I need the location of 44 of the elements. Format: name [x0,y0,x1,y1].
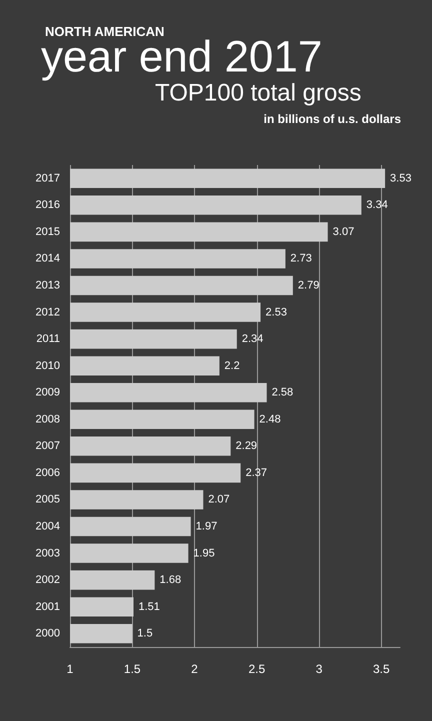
data-label: 1.97 [196,520,218,532]
data-label: 2.48 [259,413,281,426]
y-tick-label: 2005 [36,494,60,506]
y-tick-label: 2017 [36,172,60,184]
data-label: 3.53 [390,172,412,184]
y-tick-label: 2015 [36,226,60,238]
y-tick-label: 2006 [36,466,60,479]
y-tick-label: 2013 [36,280,60,292]
y-tick-label: 2011 [36,333,60,346]
data-label: 3.07 [332,226,354,238]
data-label: 2.34 [242,333,264,346]
x-tick-label: 2 [191,662,198,676]
data-label: 2.73 [290,252,312,265]
x-tick-label: 1.5 [124,662,141,676]
data-label: 1.5 [137,628,153,640]
data-label: 1.68 [160,574,182,586]
data-label: 2.58 [272,386,294,399]
y-tick-label: 2000 [36,628,60,640]
data-label: 2.53 [266,306,287,318]
data-label: 2.79 [298,280,320,292]
y-tick-label: 2002 [36,574,60,586]
data-label: 2.37 [246,466,268,479]
y-tick-label: 2007 [36,440,60,452]
y-tick-label: 2012 [36,306,60,318]
data-label: 1.95 [193,547,215,560]
x-tick-label: 2.5 [248,662,266,676]
data-label: 2.2 [224,360,240,372]
chart-title: NORTH AMERICAN year end 2017 TOP100 total gross [41,24,362,106]
x-tick-label: 1 [66,662,74,676]
y-tick-label: 2016 [36,199,60,212]
data-label: 1.51 [138,600,160,613]
x-tick-label: 3.5 [372,662,390,676]
y-tick-label: 2014 [36,252,60,265]
data-label: 2.07 [208,494,230,506]
data-label: 2.29 [236,440,258,452]
y-tick-label: 2004 [36,520,60,532]
chart-subtitle: in billions of u.s. dollars [264,112,402,126]
y-tick-label: 2008 [36,413,60,426]
data-label: 3.34 [366,199,388,212]
x-tick-label: 3 [316,662,323,676]
y-tick-label: 2009 [36,386,60,399]
y-tick-label: 2010 [36,360,60,372]
y-tick-label: 2001 [36,600,60,613]
y-tick-label: 2003 [36,547,60,560]
